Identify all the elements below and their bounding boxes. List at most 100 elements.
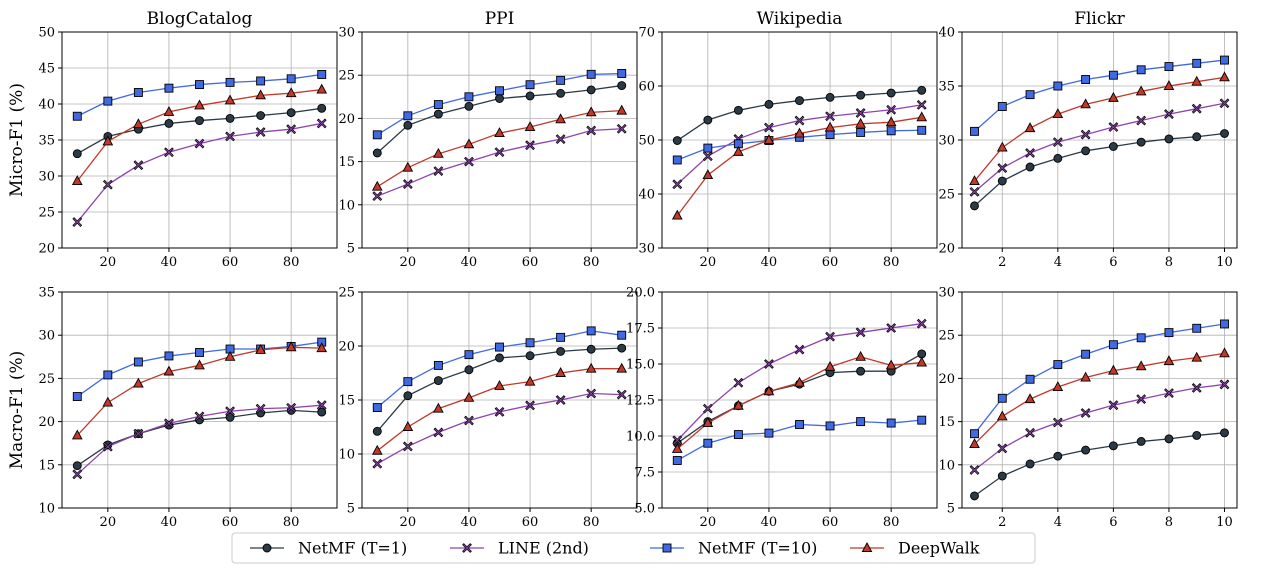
data-point-netmf_t1: [586, 344, 596, 354]
data-point-line_2nd: [72, 217, 83, 227]
data-point-netmf_t1: [672, 136, 682, 145]
y-tick-label: 70: [638, 26, 655, 41]
data-point-deepwalk: [133, 118, 144, 129]
data-point-line_2nd: [886, 323, 897, 333]
data-point-deepwalk: [616, 362, 628, 373]
data-point-deepwalk: [794, 376, 805, 387]
y-tick-label: 40: [938, 26, 955, 41]
data-point-line_2nd: [1052, 137, 1063, 148]
data-point-deepwalk: [763, 385, 775, 396]
panel-title: PPI: [485, 9, 515, 29]
data-point-netmf_t1: [886, 88, 896, 98]
data-point-netmf_t1: [856, 366, 866, 376]
data-point-netmf_t10: [164, 83, 174, 93]
data-point-netmf_t10: [403, 377, 413, 387]
data-point-netmf_t1: [286, 108, 296, 118]
data-point-netmf_t10: [525, 80, 535, 90]
data-point-line_2nd: [616, 389, 627, 400]
data-point-netmf_t1: [317, 407, 327, 417]
series-netmf_t10: [72, 70, 327, 121]
plot-frame: [61, 291, 338, 509]
y-tick-label: 30: [38, 329, 55, 344]
data-point-netmf_t10: [886, 418, 896, 428]
x-tick-label: 20: [400, 255, 417, 270]
series-line_2nd: [72, 118, 327, 227]
data-point-netmf_t10: [703, 143, 713, 153]
y-tick-label: 30: [38, 170, 55, 185]
data-point-netmf_t1: [372, 148, 382, 158]
data-point-netmf_t10: [703, 438, 713, 448]
series-line-netmf_t1: [974, 432, 1225, 497]
data-point-deepwalk: [733, 399, 744, 410]
data-point-line_2nd: [525, 400, 535, 411]
data-point-line_2nd: [133, 160, 144, 171]
x-tick-label: 60: [222, 515, 239, 530]
data-point-line_2nd: [794, 115, 805, 126]
data-point-netmf_t1: [703, 115, 713, 125]
data-point-deepwalk: [794, 127, 805, 138]
data-point-netmf_t1: [1081, 146, 1091, 156]
x-tick-label: 40: [761, 255, 778, 270]
data-point-deepwalk: [616, 104, 628, 115]
data-point-netmf_t10: [103, 96, 113, 106]
series-netmf_t10: [372, 326, 627, 413]
y-tick-label: 10: [38, 502, 55, 517]
data-point-netmf_t1: [72, 149, 82, 159]
legend-marker: [861, 542, 873, 552]
x-tick-label: 40: [461, 255, 478, 270]
data-point-line_2nd: [1219, 379, 1230, 390]
y-tick-label: 25: [938, 188, 955, 203]
data-point-deepwalk: [702, 417, 714, 427]
chart-panel-7: 5 10 15 20 25 30 2 4 6 8 10: [938, 286, 1238, 530]
data-point-line_2nd: [194, 138, 205, 149]
y-tick-label: 12.5: [626, 394, 655, 409]
data-point-deepwalk: [102, 135, 114, 146]
data-point-line_2nd: [372, 458, 383, 469]
data-point-line_2nd: [616, 123, 627, 134]
y-tick-label: 10: [938, 458, 955, 473]
data-point-line_2nd: [586, 125, 597, 136]
y-tick-label: 7.5: [634, 466, 655, 481]
x-tick-label: 8: [1165, 255, 1173, 270]
data-point-deepwalk: [1163, 80, 1175, 90]
x-tick-label: 2: [998, 515, 1006, 530]
legend-label: DeepWalk: [898, 539, 980, 558]
data-point-deepwalk: [1191, 75, 1203, 86]
data-point-netmf_t10: [464, 92, 474, 102]
data-point-line_2nd: [316, 118, 327, 129]
data-point-netmf_t10: [72, 111, 82, 121]
data-point-netmf_t1: [1081, 445, 1091, 455]
data-point-line_2nd: [286, 402, 297, 413]
data-point-netmf_t10: [917, 125, 927, 135]
data-point-line_2nd: [1052, 417, 1063, 428]
data-point-deepwalk: [969, 438, 980, 449]
chart-panel-5: 5 10 15 20 25 20 40 60 80: [338, 286, 638, 530]
chart-panel-6: 5.0 7.5 10.0 12.5 15.0 17.5 20.0 20 40 60 80: [626, 286, 938, 530]
data-point-netmf_t10: [433, 360, 443, 370]
x-tick-label: 20: [100, 255, 117, 270]
y-tick-label: 60: [638, 80, 655, 95]
data-point-netmf_t1: [556, 88, 566, 98]
data-point-netmf_t1: [403, 391, 413, 401]
data-point-deepwalk: [255, 89, 266, 100]
data-point-deepwalk: [524, 121, 536, 131]
data-point-deepwalk: [194, 359, 205, 370]
data-point-netmf_t1: [825, 92, 835, 102]
data-point-deepwalk: [1108, 91, 1119, 102]
data-point-netmf_t10: [825, 130, 835, 140]
data-point-line_2nd: [969, 465, 980, 475]
data-point-netmf_t10: [886, 126, 896, 136]
chart-panel-3: 20 25 30 35 40 2 4 6 8 10 Flickr: [938, 9, 1238, 270]
data-point-line_2nd: [164, 147, 174, 158]
data-point-line_2nd: [916, 318, 927, 329]
legend-label: LINE (2nd): [498, 539, 589, 558]
data-point-deepwalk: [702, 169, 714, 180]
data-point-netmf_t1: [1220, 428, 1229, 438]
y-tick-label: 20: [938, 372, 955, 387]
x-tick-label: 6: [1109, 255, 1117, 270]
y-tick-label: 5: [347, 242, 355, 257]
series-deepwalk: [71, 341, 328, 440]
data-point-deepwalk: [433, 402, 444, 413]
data-point-netmf_t10: [1025, 374, 1035, 384]
data-point-netmf_t10: [1108, 70, 1118, 80]
